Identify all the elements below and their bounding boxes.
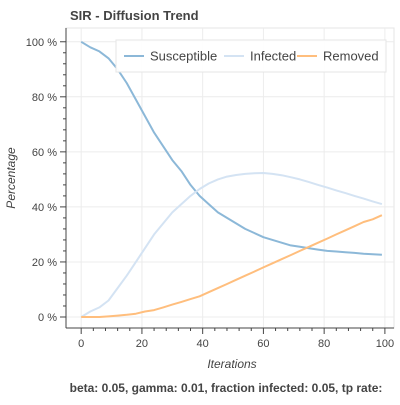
series-line-infected <box>80 172 383 318</box>
x-tick-label: 80 <box>318 338 330 350</box>
y-tick-label: 100 % <box>26 37 57 49</box>
chart-title: SIR - Diffusion Trend <box>70 8 199 23</box>
x-tick-label: 0 <box>78 338 84 350</box>
x-tick-label: 40 <box>197 338 209 350</box>
series-line-removed <box>81 214 383 318</box>
legend-label-susceptible: Susceptible <box>150 49 217 64</box>
legend-label-removed: Removed <box>323 49 379 64</box>
y-tick-label: 60 % <box>32 147 57 159</box>
series-line-susceptible <box>80 40 382 256</box>
series-lines <box>80 40 383 318</box>
axes: 0 20 40 60 80 100 0 % 20 % 40 % 60 % 80 % 100 % <box>26 28 394 350</box>
y-axis-label: Percentage <box>4 147 18 209</box>
legend-box <box>115 39 387 73</box>
x-tick-label: 60 <box>257 338 269 350</box>
y-tick-label: 40 % <box>32 202 57 214</box>
y-tick-label: 80 % <box>32 92 57 104</box>
x-tick-label: 100 <box>376 338 394 350</box>
y-tick-label: 0 % <box>38 312 57 324</box>
x-tick-label: 20 <box>136 338 148 350</box>
x-axis-label: Iterations <box>207 357 256 371</box>
chart-caption: beta: 0.05, gamma: 0.01, fraction infect… <box>70 381 383 395</box>
legend-label-infected: Infected <box>250 49 296 64</box>
y-tick-label: 20 % <box>32 257 57 269</box>
legend: Susceptible Infected Removed <box>115 39 387 73</box>
